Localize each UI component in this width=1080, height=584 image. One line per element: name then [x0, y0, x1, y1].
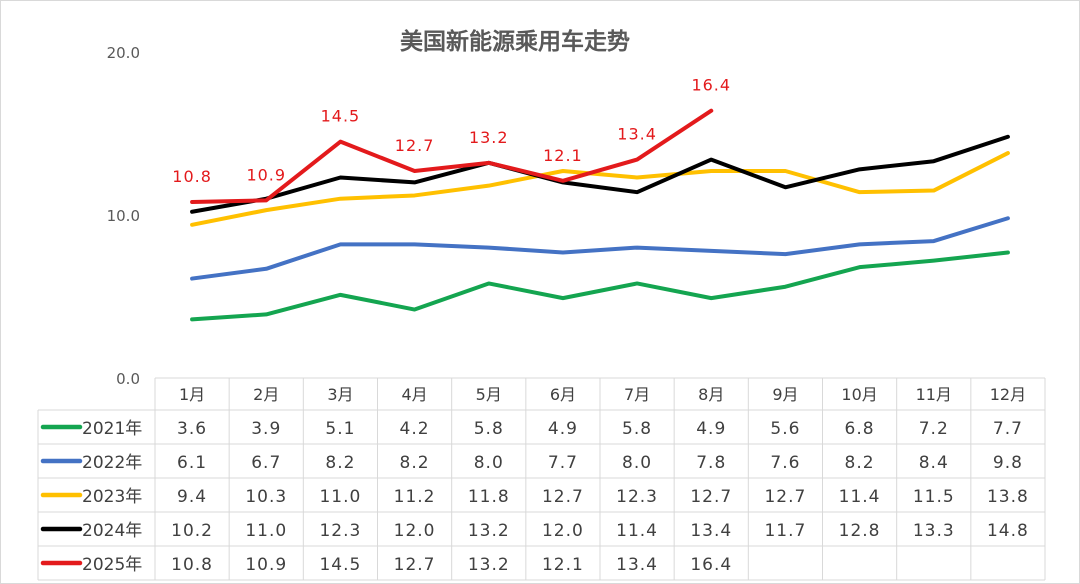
table-cell-value: 11.0 [319, 487, 361, 507]
x-category-label: 10月 [841, 385, 877, 404]
x-category-label: 8月 [698, 385, 724, 404]
table-cell-value: 8.2 [325, 453, 355, 473]
table-cell-value: 4.9 [548, 419, 578, 439]
data-label: 13.4 [617, 125, 657, 144]
table-cell-value: 5.6 [770, 419, 800, 439]
legend-label: 2022年 [82, 453, 142, 473]
data-label: 14.5 [321, 107, 361, 126]
chart-title: 美国新能源乘用车走势 [400, 29, 630, 55]
table-cell-value: 12.8 [839, 521, 881, 541]
table-cell-value: 13.4 [616, 555, 658, 575]
table-cell-value: 8.4 [919, 453, 949, 473]
table-cell-value: 11.5 [913, 487, 955, 507]
table-cell-value: 6.1 [177, 453, 207, 473]
x-category-label: 3月 [327, 385, 353, 404]
table-cell-value: 3.9 [251, 419, 281, 439]
table-cell-value: 8.2 [400, 453, 430, 473]
series-line-2025年 [190, 108, 714, 204]
table-cell-value: 8.2 [845, 453, 875, 473]
table-cell-value: 7.6 [770, 453, 800, 473]
data-label: 12.1 [543, 146, 583, 165]
table-cell-value: 4.2 [400, 419, 430, 439]
table-cell-value: 5.1 [325, 419, 355, 439]
legend-label: 2025年 [82, 555, 142, 575]
x-category-label: 4月 [401, 385, 427, 404]
legend-label: 2023年 [82, 487, 142, 507]
x-category-label: 9月 [772, 385, 798, 404]
table-cell-value: 11.4 [839, 487, 881, 507]
table-cell-value: 13.4 [690, 521, 732, 541]
table-cell-value: 12.1 [542, 555, 584, 575]
table-cell-value: 6.7 [251, 453, 281, 473]
x-category-label: 12月 [990, 385, 1026, 404]
table-cell-value: 7.7 [548, 453, 578, 473]
series-line-2021年 [190, 250, 1010, 322]
table-cell-value: 12.7 [690, 487, 732, 507]
table-cell-value: 9.8 [993, 453, 1023, 473]
table-cell-value: 7.2 [919, 419, 949, 439]
data-label: 10.9 [246, 165, 286, 184]
data-label: 13.2 [469, 128, 509, 147]
table-cell-value: 13.8 [987, 487, 1029, 507]
series-line-2022年 [190, 216, 1010, 281]
table-cell-value: 12.7 [764, 487, 806, 507]
table-cell-value: 5.8 [622, 419, 652, 439]
table-cell-value: 11.0 [245, 521, 287, 541]
table-cell-value: 12.7 [394, 555, 436, 575]
y-tick-label: 20.0 [107, 44, 140, 62]
y-tick-label: 0.0 [116, 370, 140, 388]
table-cell-value: 13.2 [468, 555, 510, 575]
table-cell-value: 5.8 [474, 419, 504, 439]
table-cell-value: 10.8 [171, 555, 213, 575]
table-cell-value: 12.7 [542, 487, 584, 507]
table-cell-value: 14.8 [987, 521, 1029, 541]
table-cell-value: 10.3 [245, 487, 287, 507]
table-cell-value: 8.0 [474, 453, 504, 473]
data-label: 16.4 [691, 76, 731, 95]
table-cell-value: 12.3 [616, 487, 658, 507]
table-cell-value: 3.6 [177, 419, 207, 439]
series-line-2023年 [190, 151, 1010, 227]
x-category-label: 6月 [550, 385, 576, 404]
x-category-label: 5月 [476, 385, 502, 404]
data-label: 12.7 [395, 136, 435, 155]
table-cell-value: 12.3 [319, 521, 361, 541]
table-cell-value: 14.5 [319, 555, 361, 575]
x-category-label: 2月 [253, 385, 279, 404]
x-category-label: 7月 [624, 385, 650, 404]
table-cell-value: 12.0 [542, 521, 584, 541]
table-cell-value: 11.2 [394, 487, 436, 507]
table-cell-value: 8.0 [622, 453, 652, 473]
table-cell-value: 16.4 [690, 555, 732, 575]
table-cell-value: 11.8 [468, 487, 510, 507]
table-cell-value: 10.2 [171, 521, 213, 541]
legend-label: 2024年 [82, 521, 142, 541]
table-cell-value: 13.3 [913, 521, 955, 541]
table-cell-value: 6.8 [845, 419, 875, 439]
table-cell-value: 13.2 [468, 521, 510, 541]
table-cell-value: 4.9 [696, 419, 726, 439]
table-cell-value: 9.4 [177, 487, 207, 507]
table-cell-value: 7.8 [696, 453, 726, 473]
table-cell-value: 11.7 [764, 521, 806, 541]
y-tick-label: 10.0 [107, 207, 140, 225]
table-cell-value: 12.0 [394, 521, 436, 541]
x-category-label: 1月 [179, 385, 205, 404]
series-line-2024年 [190, 134, 1010, 214]
table-cell-value: 11.4 [616, 521, 658, 541]
data-label: 10.8 [172, 167, 212, 186]
legend-label: 2021年 [82, 419, 142, 439]
table-cell-value: 7.7 [993, 419, 1023, 439]
table-cell-value: 10.9 [245, 555, 287, 575]
x-category-label: 11月 [916, 385, 952, 404]
